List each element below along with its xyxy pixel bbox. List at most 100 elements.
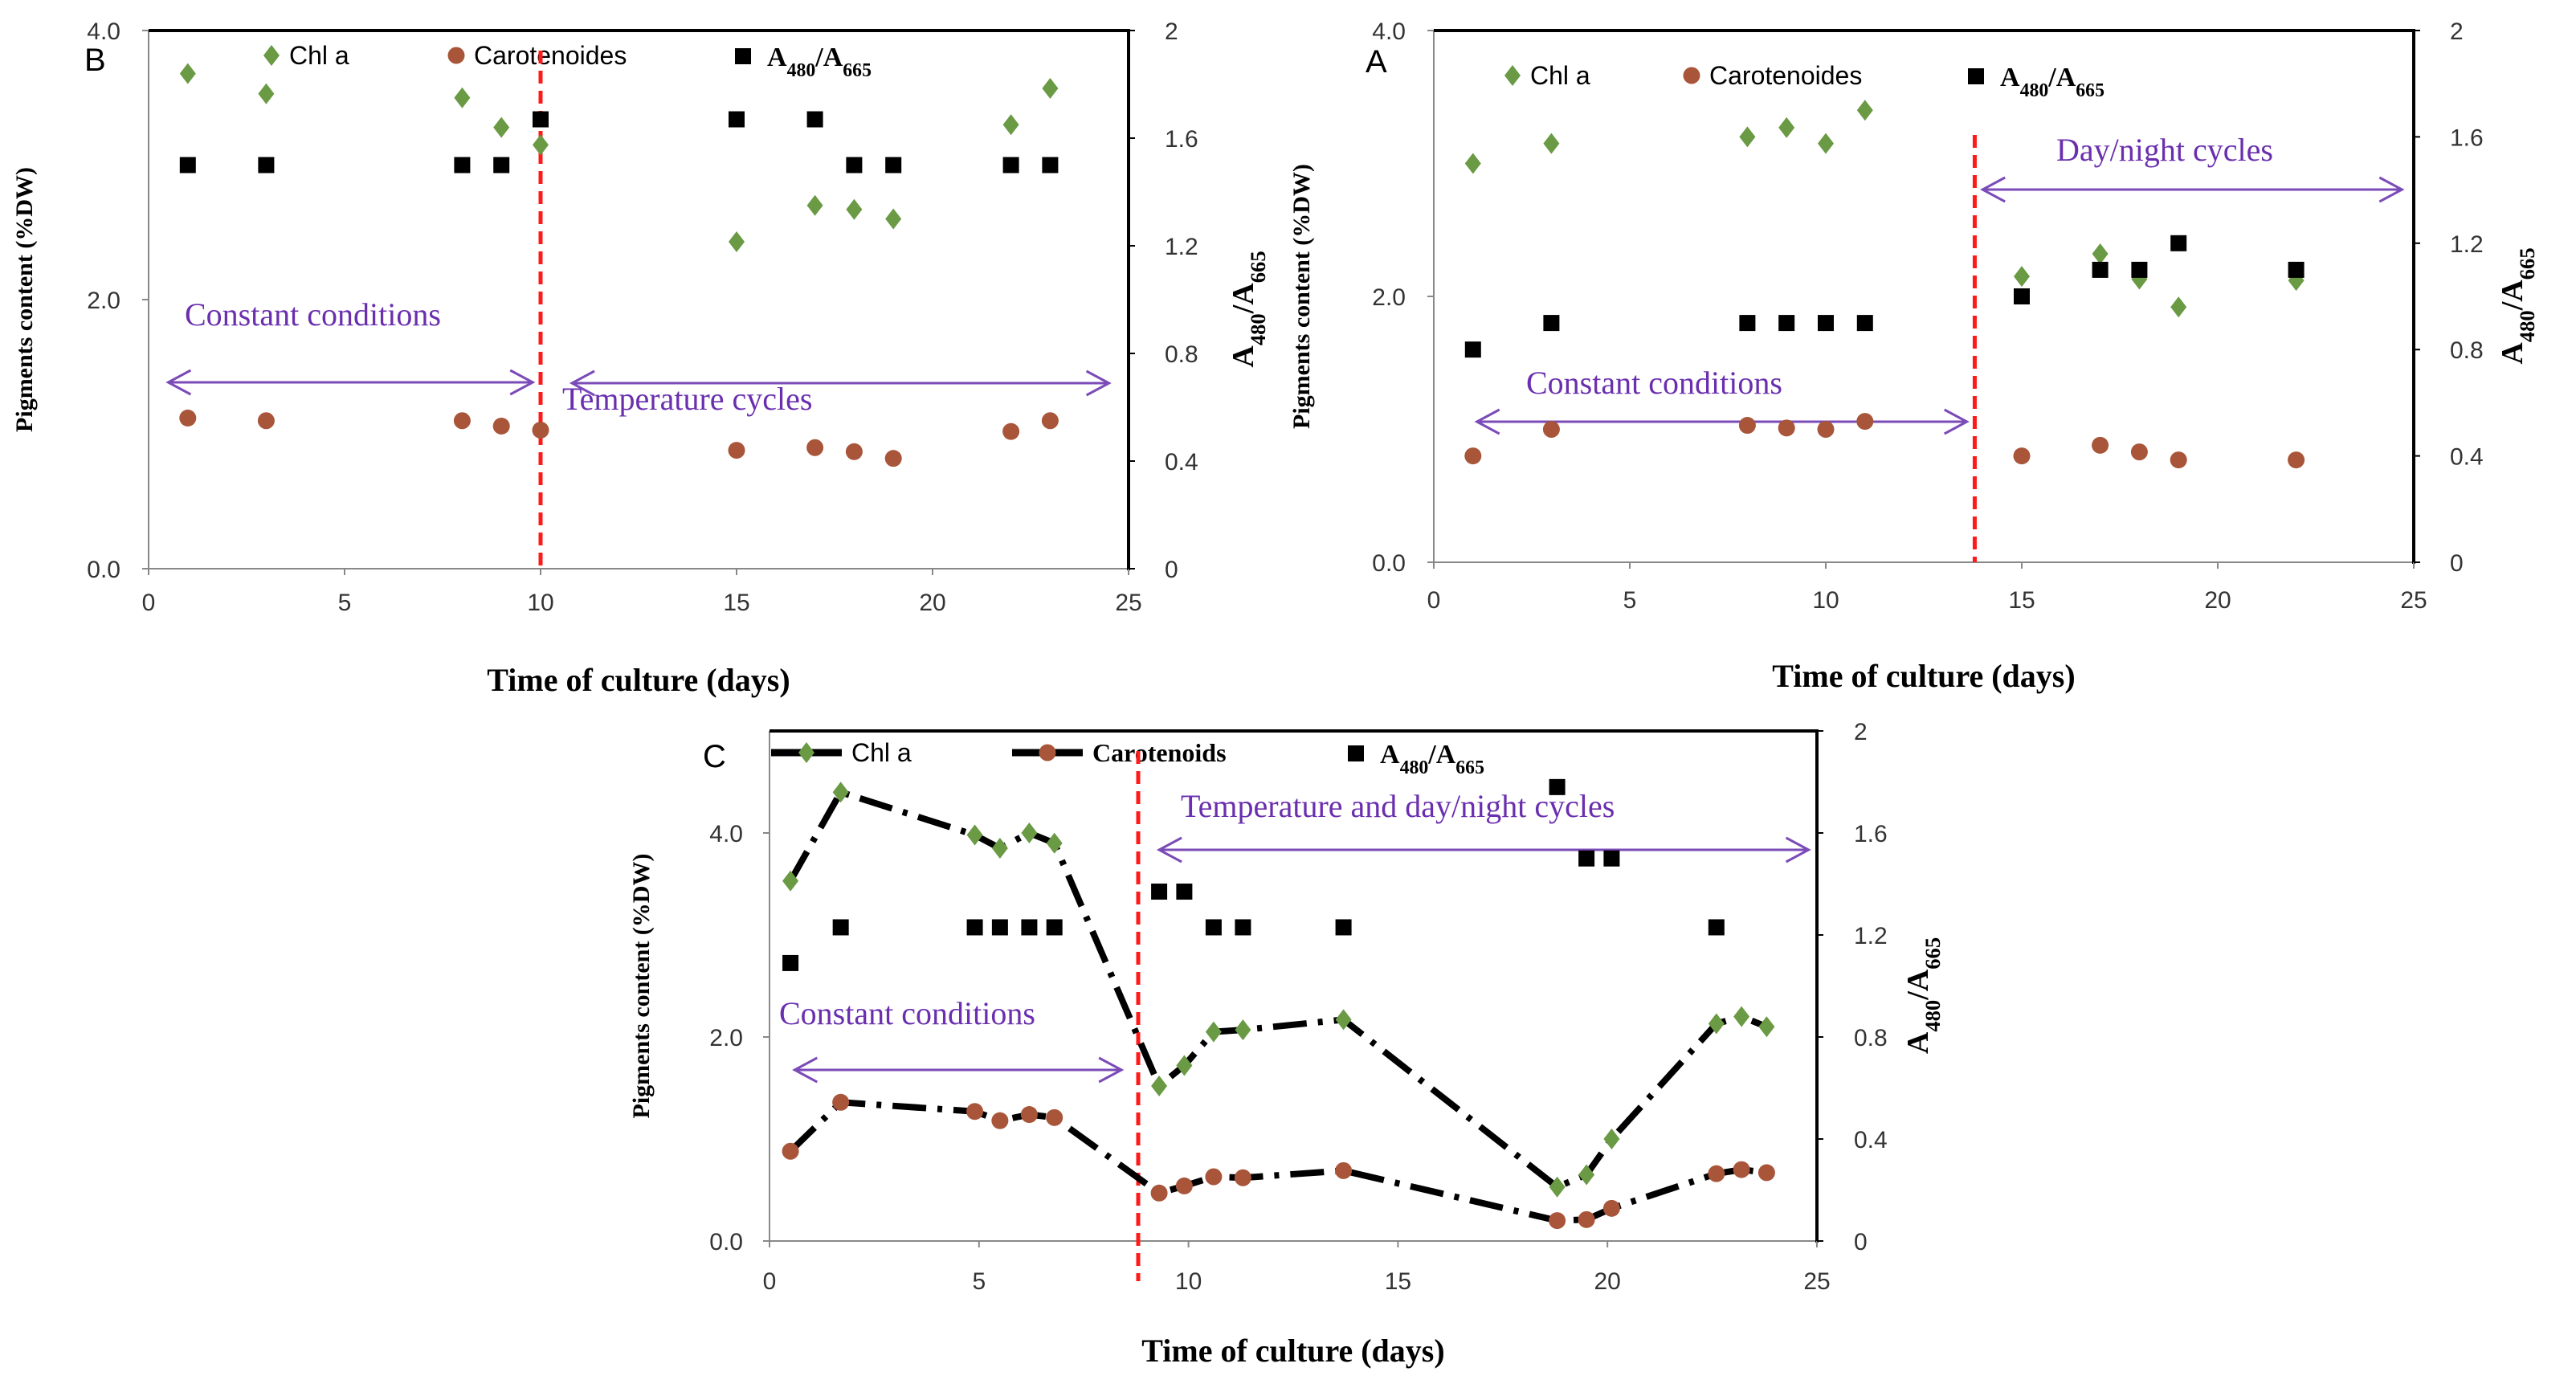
arrow-head-left [569, 369, 595, 397]
y-tick-label: 0.0 [1372, 550, 1406, 577]
data-point-car [1020, 1106, 1038, 1124]
data-point-ratio [2014, 288, 2030, 304]
data-point-chl [1046, 832, 1063, 854]
data-point-car [1602, 1199, 1620, 1217]
arrow-head-left [1156, 836, 1182, 863]
data-point-car [884, 450, 902, 467]
chart-A: 0 5 10 15 20 25 0.0 2.0 4.0 0 0.4 0.8 1.2 1.6 2 Time of… [1288, 18, 2539, 694]
data-point-chl [1856, 100, 1873, 121]
arrow-head-left [1474, 408, 1500, 435]
data-point-ratio [2092, 261, 2109, 278]
arrow-head-right [2378, 176, 2405, 203]
series-car [1464, 413, 2305, 469]
x-tick-label: 10 [1812, 587, 1839, 614]
data-point-chl [1002, 114, 1019, 136]
y2-tick-label: 1.6 [1854, 821, 1888, 847]
y-axis-label: Pigments content (%DW) [628, 854, 655, 1119]
legend-ratio-marker [735, 48, 751, 64]
x-tick-label: 5 [972, 1268, 986, 1295]
x-axis-label: Time of culture (days) [487, 662, 790, 698]
annotation-arrow [1474, 408, 1970, 435]
legend-ratio-label: A480/A665 [767, 43, 872, 81]
legend-chl-marker [798, 742, 814, 763]
y-axis-label: Pigments content (%DW) [11, 167, 38, 432]
data-point-car [1234, 1169, 1251, 1186]
chart-C: 0 5 10 15 20 25 0.0 2.0 4.0 0 0.4 0.8 1.2 1.6 2 Time of… [628, 719, 1945, 1369]
y2-tick-label: 0.8 [1165, 341, 1198, 368]
series-line-carotenoids [788, 1099, 1767, 1224]
legend-car-marker [447, 47, 465, 64]
data-point-ratio [1549, 778, 1566, 795]
data-point-chl [1603, 1129, 1620, 1149]
x-tick-label: 0 [1427, 587, 1441, 614]
y2-tick-label: 0 [1854, 1229, 1868, 1255]
y-tick-label: 2.0 [1372, 284, 1406, 311]
data-point-chl [1235, 1019, 1251, 1041]
data-point-car [1578, 1210, 1595, 1228]
data-point-car [257, 412, 275, 430]
data-point-ratio [1235, 919, 1251, 936]
arrow-head-left [1980, 176, 2006, 203]
data-point-chl [1708, 1013, 1725, 1035]
data-point-ratio [1578, 850, 1595, 867]
x-tick-label: 0 [763, 1268, 777, 1295]
legend-car-label: Carotenoides [1709, 61, 1862, 90]
y2-tick-label: 1.2 [2450, 231, 2484, 258]
data-point-ratio [258, 157, 275, 174]
data-point-ratio [729, 111, 745, 128]
legend-chl-marker [1504, 65, 1521, 86]
x-tick-label: 25 [1115, 590, 1141, 616]
y2-axis-label: A480/A665 [1227, 251, 1270, 367]
data-point-ratio [1205, 919, 1222, 936]
y2-tick-label: 2 [1165, 18, 1178, 45]
annotation-label: Constant conditions [1526, 365, 1782, 401]
data-point-car [492, 417, 510, 435]
data-point-ratio [1042, 157, 1059, 174]
series-ratio [179, 111, 1059, 174]
series-ratio [1464, 235, 2305, 358]
data-point-car [782, 1142, 799, 1160]
data-point-ratio [2288, 261, 2305, 278]
data-point-chl [1176, 1055, 1193, 1076]
annotation-arrow [165, 369, 536, 396]
data-point-chl [1021, 823, 1038, 843]
data-point-ratio [1708, 919, 1725, 936]
series-chl [1464, 100, 2305, 318]
data-point-ratio [1818, 315, 1834, 332]
data-point-chl [782, 870, 799, 892]
annotation-label: Temperature and day/night cycles [1181, 788, 1615, 824]
data-point-car [1046, 1108, 1063, 1126]
annotation-arrow [1156, 836, 1811, 863]
data-point-car [1175, 1177, 1193, 1194]
data-point-car [2092, 436, 2109, 454]
y2-axis-label: A480/A665 [2496, 247, 2539, 364]
data-point-chl [1205, 1021, 1222, 1043]
series-car [782, 1093, 1775, 1230]
data-point-chl [2014, 266, 2030, 288]
data-point-chl [991, 838, 1008, 859]
data-point-chl [454, 87, 471, 108]
x-axis-label: Time of culture (days) [1772, 658, 2075, 694]
legend-car-marker [1683, 67, 1700, 84]
data-point-ratio [2170, 235, 2187, 251]
data-point-car [2170, 451, 2187, 469]
arrow-head-left [165, 369, 192, 396]
data-point-car [966, 1103, 984, 1121]
data-point-car [1205, 1168, 1223, 1186]
data-point-car [1778, 419, 1795, 437]
arrow-head-left [792, 1056, 819, 1084]
x-tick-label: 20 [919, 590, 945, 616]
annotation-label: Temperature cycles [562, 381, 812, 417]
data-point-chl [179, 63, 196, 84]
y2-tick-label: 0.4 [1854, 1127, 1888, 1153]
data-point-chl [846, 198, 863, 220]
data-point-chl [2092, 243, 2109, 265]
data-point-chl [1733, 1006, 1750, 1027]
x-tick-label: 15 [1385, 1268, 1411, 1295]
data-point-chl [493, 116, 510, 138]
y2-tick-label: 1.2 [1854, 923, 1888, 949]
series-ratio [782, 778, 1725, 971]
arrow-head-right [1098, 1056, 1125, 1084]
data-point-car [1002, 423, 1020, 440]
